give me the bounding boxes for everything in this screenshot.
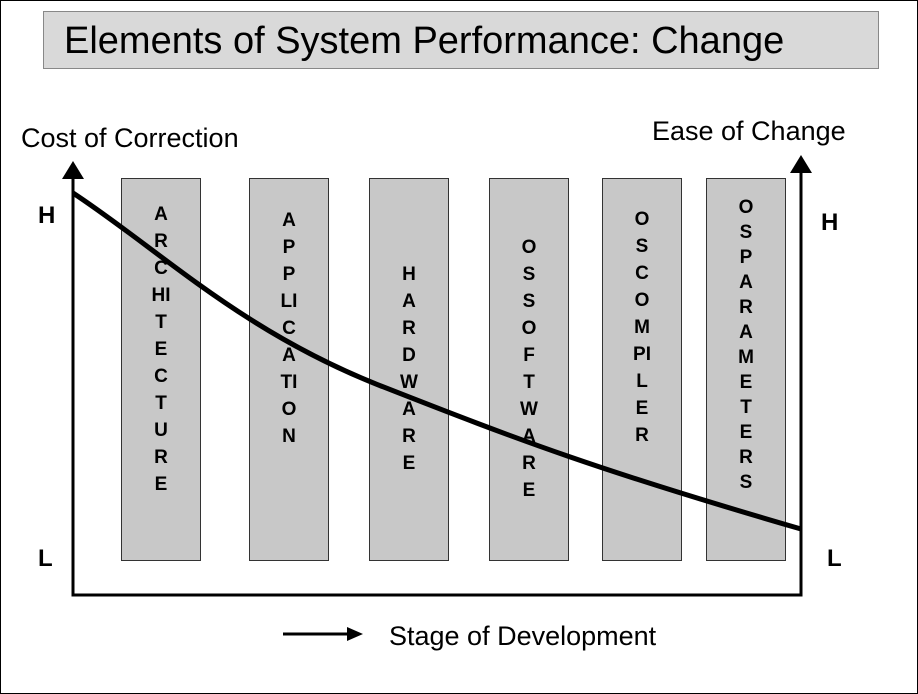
title: Elements of System Performance: Change bbox=[43, 11, 879, 69]
left-axis-label: Cost of Correction bbox=[21, 123, 239, 153]
stage-column: OS PARAMETERS bbox=[706, 178, 786, 561]
trend-curve bbox=[71, 190, 802, 532]
x-axis-label: Stage of Development bbox=[389, 621, 657, 651]
stage-label: HARDWARE bbox=[400, 264, 418, 474]
left-low: L bbox=[38, 545, 53, 572]
axis-frame bbox=[71, 169, 803, 597]
stage-arrowhead bbox=[347, 627, 363, 641]
stage-label: OS COMPILER bbox=[633, 209, 651, 446]
right-high: H bbox=[821, 209, 839, 236]
stage-column: HARDWARE bbox=[369, 178, 449, 561]
left-arrowhead bbox=[62, 161, 84, 179]
stage-column: ARCHITECTURE bbox=[121, 178, 201, 561]
stage-column: OS SOFTWARE bbox=[489, 178, 569, 561]
left-high: H bbox=[38, 202, 56, 229]
stage-column: OS COMPILER bbox=[602, 178, 682, 561]
right-arrowhead bbox=[790, 155, 812, 173]
stage-label: APPLICATION bbox=[280, 210, 298, 447]
right-low: L bbox=[827, 545, 842, 572]
right-axis-label: Ease of Change bbox=[652, 116, 846, 146]
stage-label: OS PARAMETERS bbox=[738, 197, 754, 493]
stage-label: ARCHITECTURE bbox=[151, 204, 171, 495]
stage-column: APPLICATION bbox=[249, 178, 329, 561]
